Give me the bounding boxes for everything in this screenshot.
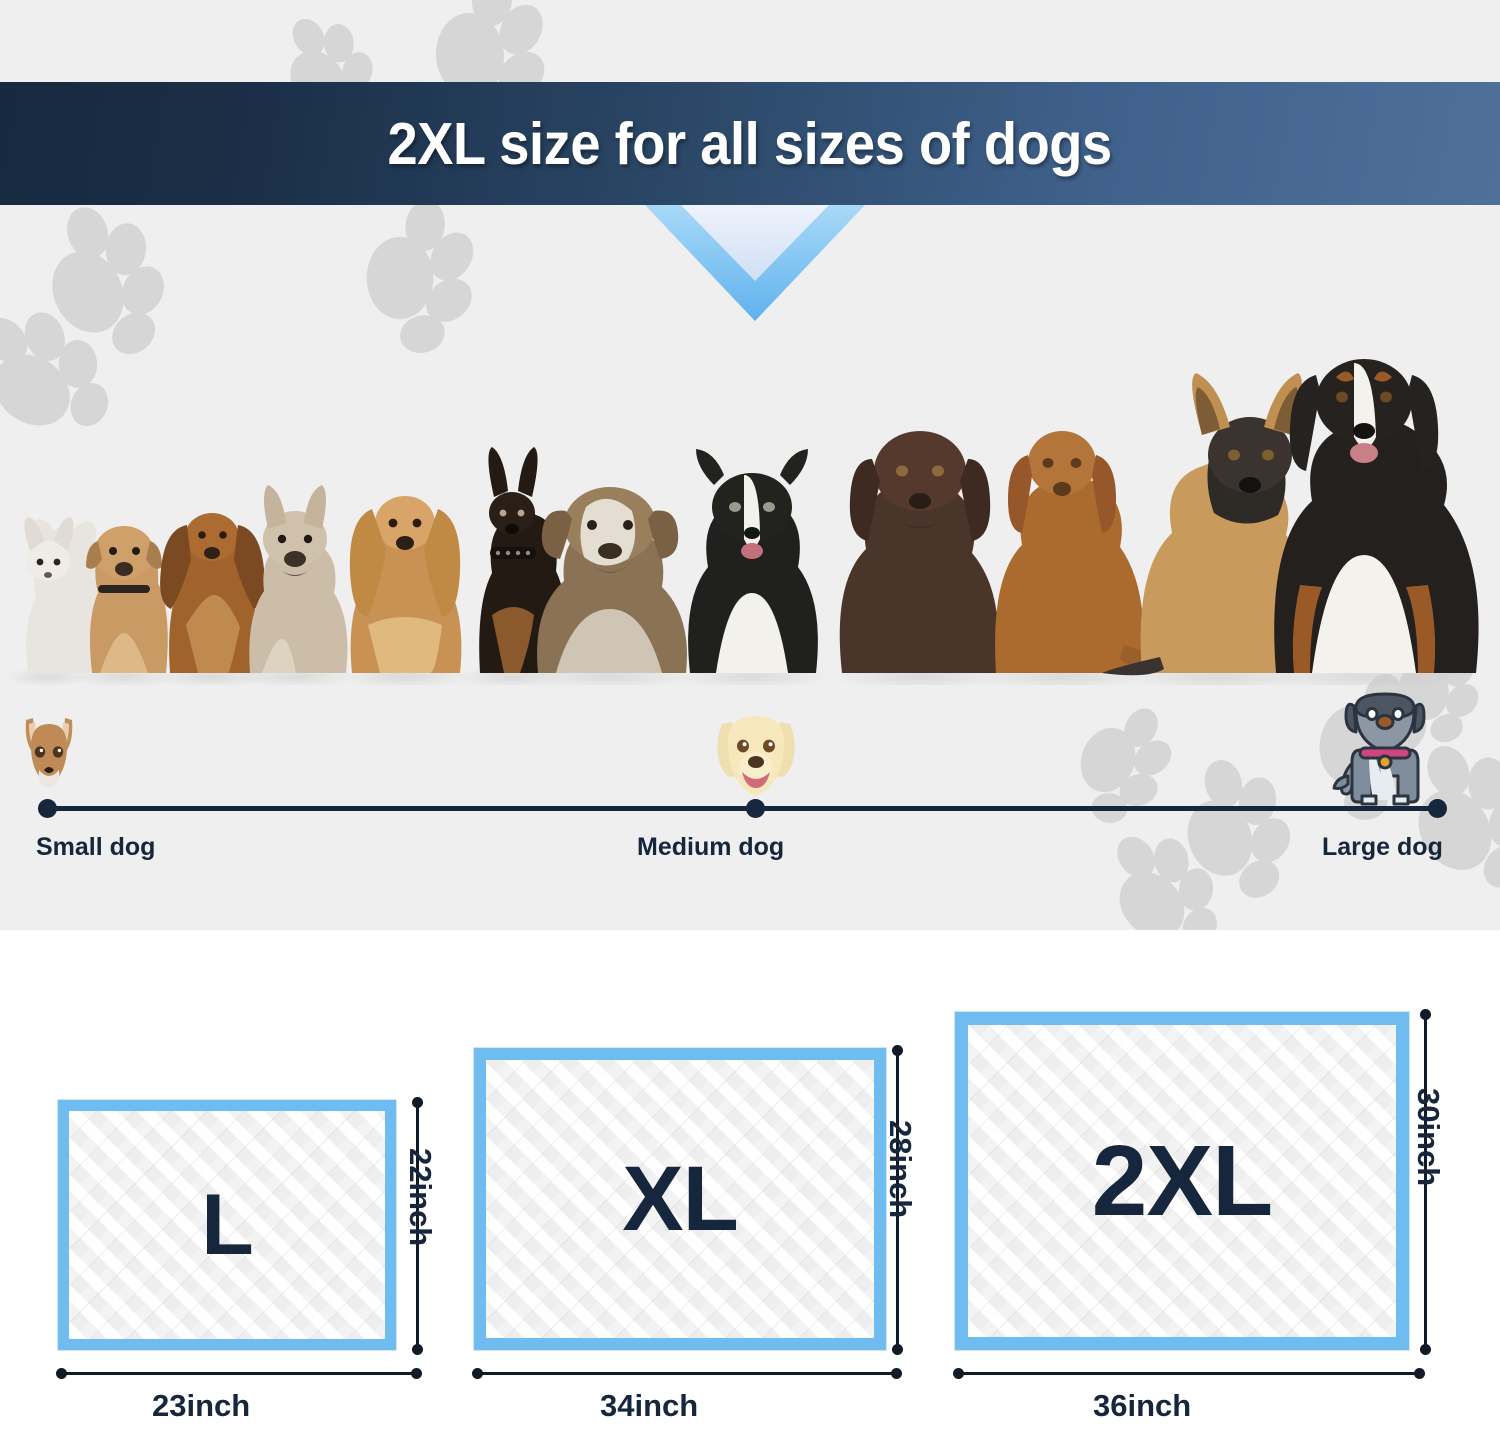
scale-dot-medium [746,799,765,818]
pad-XL-width-dim-dot-right [891,1368,902,1379]
pad-XL-width-dim-line [476,1372,896,1375]
pad-2XL-width-dim-dot-right [1414,1368,1425,1379]
dog-english-bulldog [537,487,687,673]
dog-bernese-mountain-dog [1274,359,1479,673]
dog-border-collie [688,449,818,673]
scale-dot-small [38,799,57,818]
dog-chihuahua [24,517,105,673]
pad-XL-size-label: XL [622,1148,739,1250]
down-chevron-icon [645,205,865,325]
dog-cavalier-spaniel [349,496,462,673]
pad-L-height-label: 22inch [403,1148,438,1247]
dog-tan-puppy [86,526,168,673]
pad-2XL[interactable]: 2XL [955,1012,1409,1350]
dog-chocolate-labrador [839,431,999,673]
pad-L[interactable]: L [58,1100,396,1350]
pad-L-size-label: L [201,1177,254,1273]
pad-XL-height-label: 28inch [883,1120,918,1219]
page-title: 2XL size for all sizes of dogs [387,110,1113,177]
large-dog-body-icon [1332,692,1426,806]
pad-L-height-dim-dot-top [412,1097,423,1108]
dog-french-bulldog [249,485,348,673]
chihuahua-head-icon [25,718,73,788]
pad-2XL-height-dim-line [1424,1014,1427,1350]
scale-label-large: Large dog [1322,833,1443,861]
pad-2XL-size-label: 2XL [1091,1125,1273,1237]
pad-L-height-dim-line [416,1102,419,1350]
scale-axis-line [48,806,1437,811]
pad-2XL-width-dim-dot-left [953,1368,964,1379]
scale-label-medium: Medium dog [637,833,785,861]
dog-size-section: 2XL size for all sizes of dogs [0,0,1500,930]
pad-2XL-width-label: 36inch [1093,1388,1192,1423]
dog-size-scale: Small dog Medium dog [0,690,1500,890]
pad-2XL-width-dim-line [957,1372,1419,1375]
pad-XL-width-label: 34inch [600,1388,699,1423]
pad-XL-height-dim-dot-bottom [892,1344,903,1355]
pad-XL-height-dim-dot-top [892,1045,903,1056]
scale-label-small: Small dog [36,833,156,861]
pad-L-height-dim-dot-bottom [412,1344,423,1355]
pad-L-width-dim-dot-right [411,1368,422,1379]
scale-dot-large [1428,799,1447,818]
pad-L-width-dim-line [60,1372,416,1375]
dog-dachshund [160,513,288,673]
pad-L-width-label: 23inch [152,1388,251,1423]
header-banner: 2XL size for all sizes of dogs [0,82,1500,205]
pad-XL-width-dim-dot-left [472,1368,483,1379]
pad-L-width-dim-dot-left [56,1368,67,1379]
pad-XL[interactable]: XL [474,1048,886,1350]
labrador-head-icon [717,716,795,796]
dog-german-shepherd [1102,373,1317,676]
pad-2XL-height-label: 30inch [1411,1088,1446,1187]
pad-2XL-height-dim-dot-bottom [1420,1344,1431,1355]
pad-size-comparison-section: L 22inch 23inch XL 28inch 34inch [0,930,1500,1444]
pad-XL-height-dim-line [896,1050,899,1350]
dog-lineup-photo [6,359,1479,685]
pad-2XL-height-dim-dot-top [1420,1009,1431,1020]
